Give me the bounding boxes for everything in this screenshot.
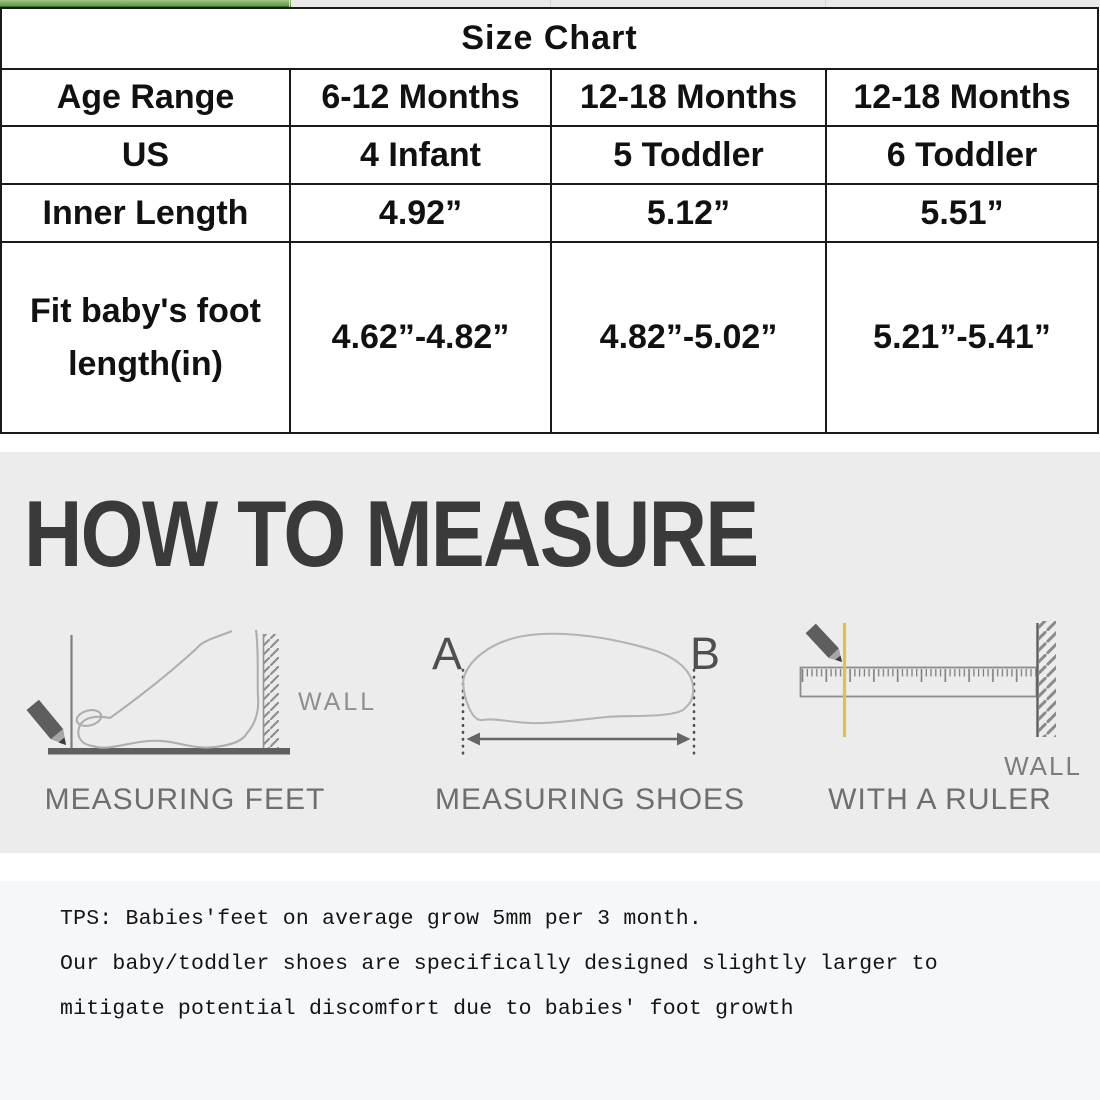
value-cell: 12-18 Months <box>824 68 1100 127</box>
row-header-cell: Fit baby's foot length(in) <box>0 241 291 434</box>
row-header-cell: Inner Length <box>0 183 291 243</box>
value-cell: 4 Infant <box>289 125 552 185</box>
shoe-sole-outline-icon <box>461 632 695 725</box>
value-cell: 5 Toddler <box>550 125 827 185</box>
column-guide-tick <box>289 0 290 7</box>
divider-band <box>0 853 1100 881</box>
table-title-row: Size Chart <box>0 7 1100 70</box>
measure-diagrams <box>26 621 1056 759</box>
size-chart-table: Size Chart Age Range 6-12 Months 12-18 M… <box>0 7 1100 434</box>
wall-hatch-icon <box>1039 621 1056 737</box>
wall-label: WALL <box>298 688 378 716</box>
value-cell: 12-18 Months <box>550 68 827 127</box>
value-cell: 6 Toddler <box>824 125 1100 185</box>
row-header-cell: US <box>0 125 291 185</box>
pencil-icon <box>805 623 842 662</box>
column-guide-tick <box>550 0 551 7</box>
tips-line: TPS: Babies'feet on average grow 5mm per… <box>60 907 703 931</box>
row-header-cell: Age Range <box>0 68 291 127</box>
column-guide-tick <box>825 0 826 7</box>
value-cell: 4.92” <box>289 183 552 243</box>
value-cell: 5.51” <box>824 183 1100 243</box>
diagram-caption-measuring-shoes: MEASURING SHOES <box>435 783 746 816</box>
value-cell: 5.12” <box>550 183 827 243</box>
table-row-us-size: US 4 Infant 5 Toddler 6 Toddler <box>0 125 1100 185</box>
value-cell: 4.82”-5.02” <box>550 241 827 434</box>
ruler-tick-marks <box>801 669 1036 683</box>
diagram-caption-with-a-ruler: WITH A RULER <box>828 783 1052 816</box>
with-a-ruler-diagram <box>799 621 1056 737</box>
value-cell: 4.62”-4.82” <box>289 241 552 434</box>
wall-hatch-icon <box>264 634 279 748</box>
point-b-label: B <box>689 628 720 679</box>
diagram-caption-measuring-feet: MEASURING FEET <box>44 783 326 816</box>
floor-bar <box>48 748 290 755</box>
table-row-foot-length: Fit baby's foot length(in) 4.62”-4.82” 4… <box>0 241 1100 434</box>
point-a-label: A <box>431 628 462 679</box>
tips-line: Our baby/toddler shoes are specifically … <box>60 952 938 976</box>
how-to-measure-title: HOW TO MEASURE <box>24 481 759 586</box>
how-to-measure-section <box>0 452 1100 853</box>
wall-label: WALL <box>1004 751 1082 781</box>
table-row-age-range: Age Range 6-12 Months 12-18 Months 12-18… <box>0 68 1100 127</box>
pencil-icon <box>26 699 66 745</box>
top-spreadsheet-strip <box>0 0 1100 7</box>
big-toe-icon <box>75 709 103 727</box>
length-arrow-icon <box>466 732 691 746</box>
value-cell: 5.21”-5.41” <box>824 241 1100 434</box>
measuring-shoes-diagram <box>461 632 696 759</box>
tips-line: mitigate potential discomfort due to bab… <box>60 997 794 1021</box>
table-title: Size Chart <box>0 7 1100 70</box>
green-accent-bar <box>0 0 291 7</box>
value-cell: 6-12 Months <box>289 68 552 127</box>
measuring-feet-diagram <box>26 629 290 755</box>
foot-outline-icon <box>77 629 260 749</box>
table-row-inner-length: Inner Length 4.92” 5.12” 5.51” <box>0 183 1100 243</box>
tips-footer: TPS: Babies'feet on average grow 5mm per… <box>0 881 1100 1100</box>
